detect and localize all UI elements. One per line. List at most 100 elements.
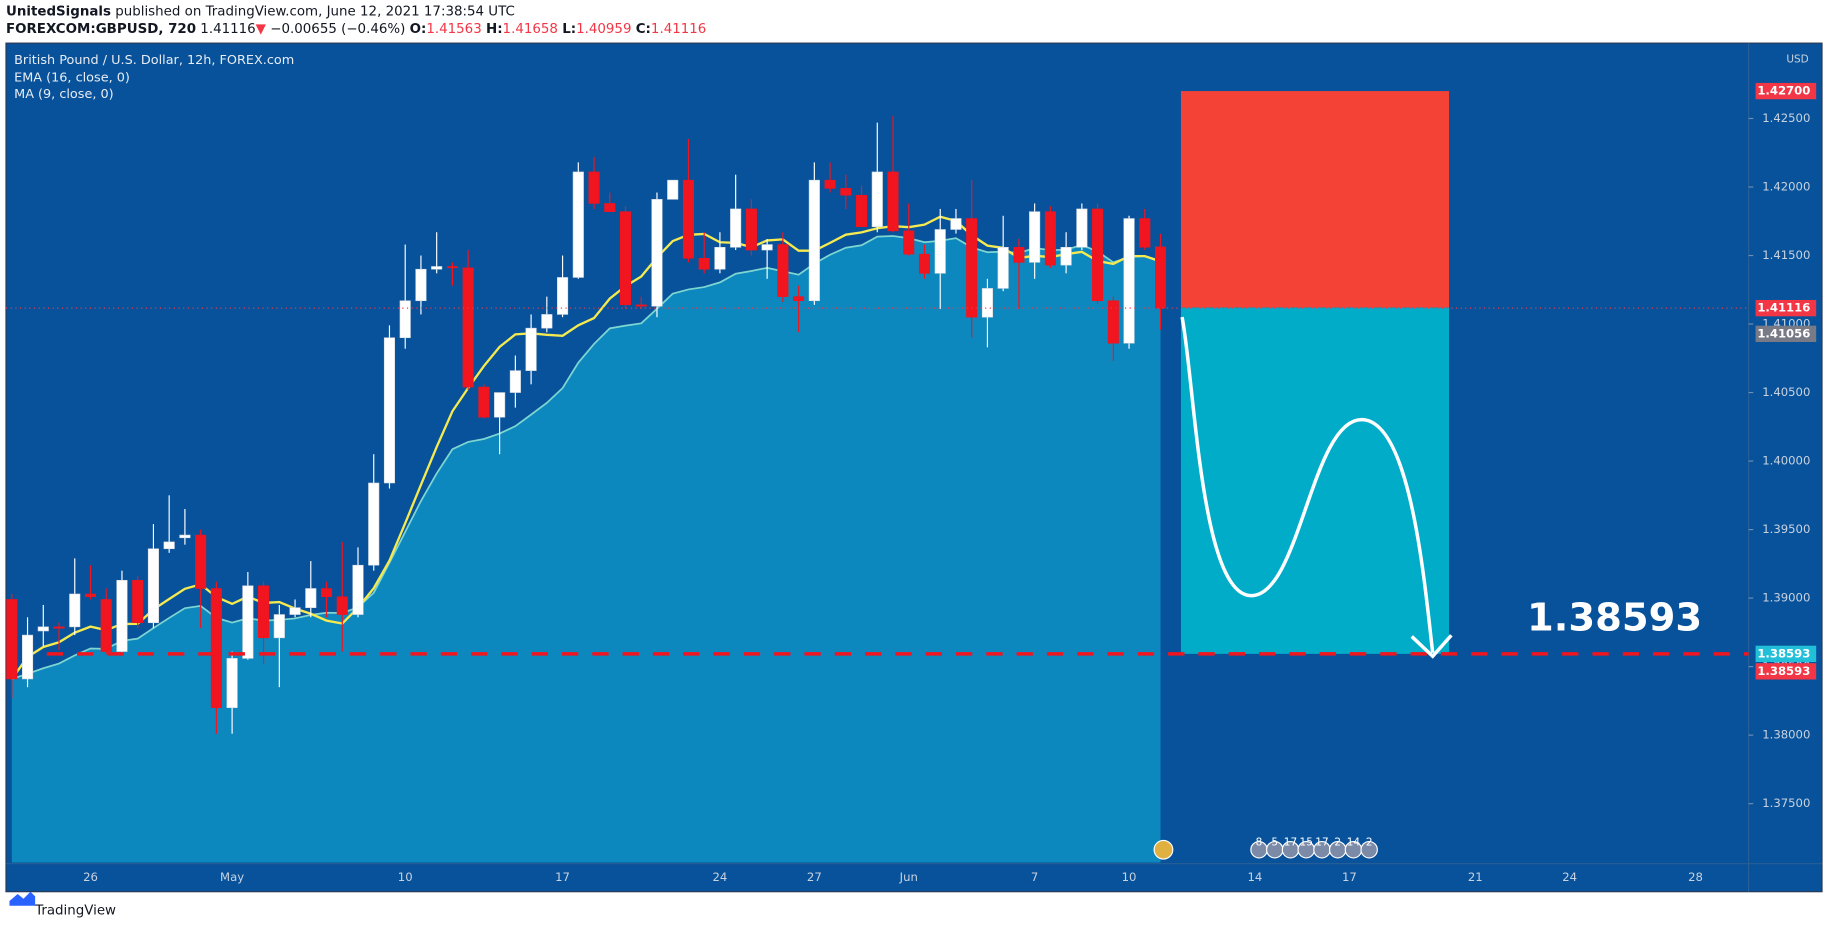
candle-body [210, 588, 222, 709]
candle-body [1139, 218, 1151, 248]
x-tick-label: 14 [1248, 870, 1263, 884]
forecast-curve [1180, 316, 1435, 653]
currency-label: USD [1786, 53, 1808, 65]
x-tick-label: 10 [1122, 870, 1137, 884]
candle-body [431, 266, 443, 270]
candle-body [714, 247, 726, 270]
candle-body [950, 218, 962, 230]
y-tick-label: 1.38000 [1762, 728, 1810, 742]
price-label: 1.42700 [1757, 84, 1810, 98]
indicator-legend: EMA (16, close, 0) [14, 71, 130, 86]
candle-body [840, 188, 852, 196]
candle-body [289, 607, 301, 615]
last-price: 1.41116 [200, 22, 255, 37]
candle-body [1060, 247, 1072, 266]
candle-body [887, 171, 899, 232]
y-tick-label: 1.42500 [1762, 111, 1810, 125]
y-tick-label: 1.39500 [1762, 522, 1810, 536]
candle-body [258, 585, 270, 639]
candle-body [918, 253, 931, 274]
candle-body [1044, 211, 1056, 266]
candle-body [667, 179, 679, 200]
x-tick-label: 28 [1688, 870, 1703, 884]
candle-body [745, 208, 757, 251]
author: UnitedSignals [6, 5, 111, 20]
candle-body [69, 593, 81, 628]
candle-body [682, 179, 694, 259]
event-count: 14 [1347, 837, 1361, 849]
candle-body [478, 386, 490, 418]
x-tick-label: 24 [1562, 870, 1577, 884]
x-tick-label: 21 [1468, 870, 1483, 884]
c-label: C: [636, 22, 651, 37]
h-value: 1.41658 [503, 22, 558, 37]
candle-body [1123, 218, 1135, 344]
candle-body [6, 599, 18, 680]
published: published on TradingView.com, June 12, 2… [115, 5, 515, 20]
y-tick-label: 1.41500 [1762, 248, 1810, 262]
candle-body [53, 626, 65, 629]
candle-body [777, 244, 789, 297]
y-tick-label: 1.42000 [1762, 180, 1810, 194]
x-tick-label: 26 [83, 870, 98, 884]
candle-body [116, 579, 128, 652]
candle-body [966, 218, 978, 318]
event-count: 17 [1284, 837, 1297, 849]
forecast-arrowhead [1410, 634, 1453, 659]
y-tick-label: 1.40000 [1762, 454, 1810, 468]
logo [9, 891, 36, 906]
event-count: 15 [1300, 837, 1313, 849]
event-icon[interactable] [1360, 840, 1378, 859]
candle-body [1092, 208, 1104, 302]
candle-body [352, 564, 364, 615]
candle-body [903, 230, 915, 255]
event-count: 8 [1256, 837, 1263, 849]
candle-body [163, 541, 175, 550]
candle-body [871, 171, 883, 228]
candle-body [1076, 208, 1088, 248]
price-label: 1.41116 [1757, 301, 1810, 315]
candle-body [651, 199, 663, 307]
candle-body [415, 268, 427, 302]
candle-body [226, 658, 238, 709]
plot: 1.375001.380001.385001.390001.395001.400… [5, 82, 1817, 884]
candle-body [494, 392, 506, 418]
candle-body [730, 208, 742, 248]
footer-brand: TradingView [34, 903, 116, 918]
y-tick-label: 1.40500 [1762, 385, 1810, 399]
candle-body [761, 244, 773, 251]
candle-body [242, 585, 254, 659]
x-tick-label: 24 [713, 870, 728, 884]
candle-body [336, 596, 348, 615]
price-label-box [1755, 299, 1817, 317]
candle-body [1029, 211, 1041, 263]
x-tick-label: 17 [1342, 870, 1357, 884]
indicator-legend: MA (9, close, 0) [14, 87, 114, 102]
candle-body [509, 370, 521, 393]
candle-body [1154, 246, 1167, 309]
candle-body [808, 179, 820, 302]
candle-body [856, 194, 868, 228]
candle-body [793, 296, 805, 302]
candle-body [132, 579, 144, 624]
candle-body [934, 229, 946, 274]
price-label: 1.38593 [1757, 646, 1810, 660]
candle-body [195, 534, 207, 589]
price-label: 1.38593 [1757, 664, 1810, 678]
price-label-box [1755, 663, 1817, 680]
candle-body [981, 288, 993, 318]
l-value: 1.40959 [576, 22, 631, 37]
x-tick-label: Jun [899, 870, 918, 884]
event-count: 2 [1334, 837, 1341, 849]
symbol-line: FOREXCOM:GBPUSD, 720 1.41116▼ −0.00655 (… [6, 22, 706, 37]
candle-body [635, 304, 647, 307]
h-label: H: [486, 22, 503, 37]
event-flag[interactable] [1153, 839, 1174, 860]
candle-body [320, 588, 333, 598]
price-label-box [1755, 325, 1817, 343]
arrow: ▼ [256, 22, 267, 37]
o-value: 1.41563 [426, 22, 481, 37]
x-tick-label: May [220, 870, 244, 884]
candle-body [824, 179, 836, 189]
price-label-box [1755, 645, 1817, 663]
